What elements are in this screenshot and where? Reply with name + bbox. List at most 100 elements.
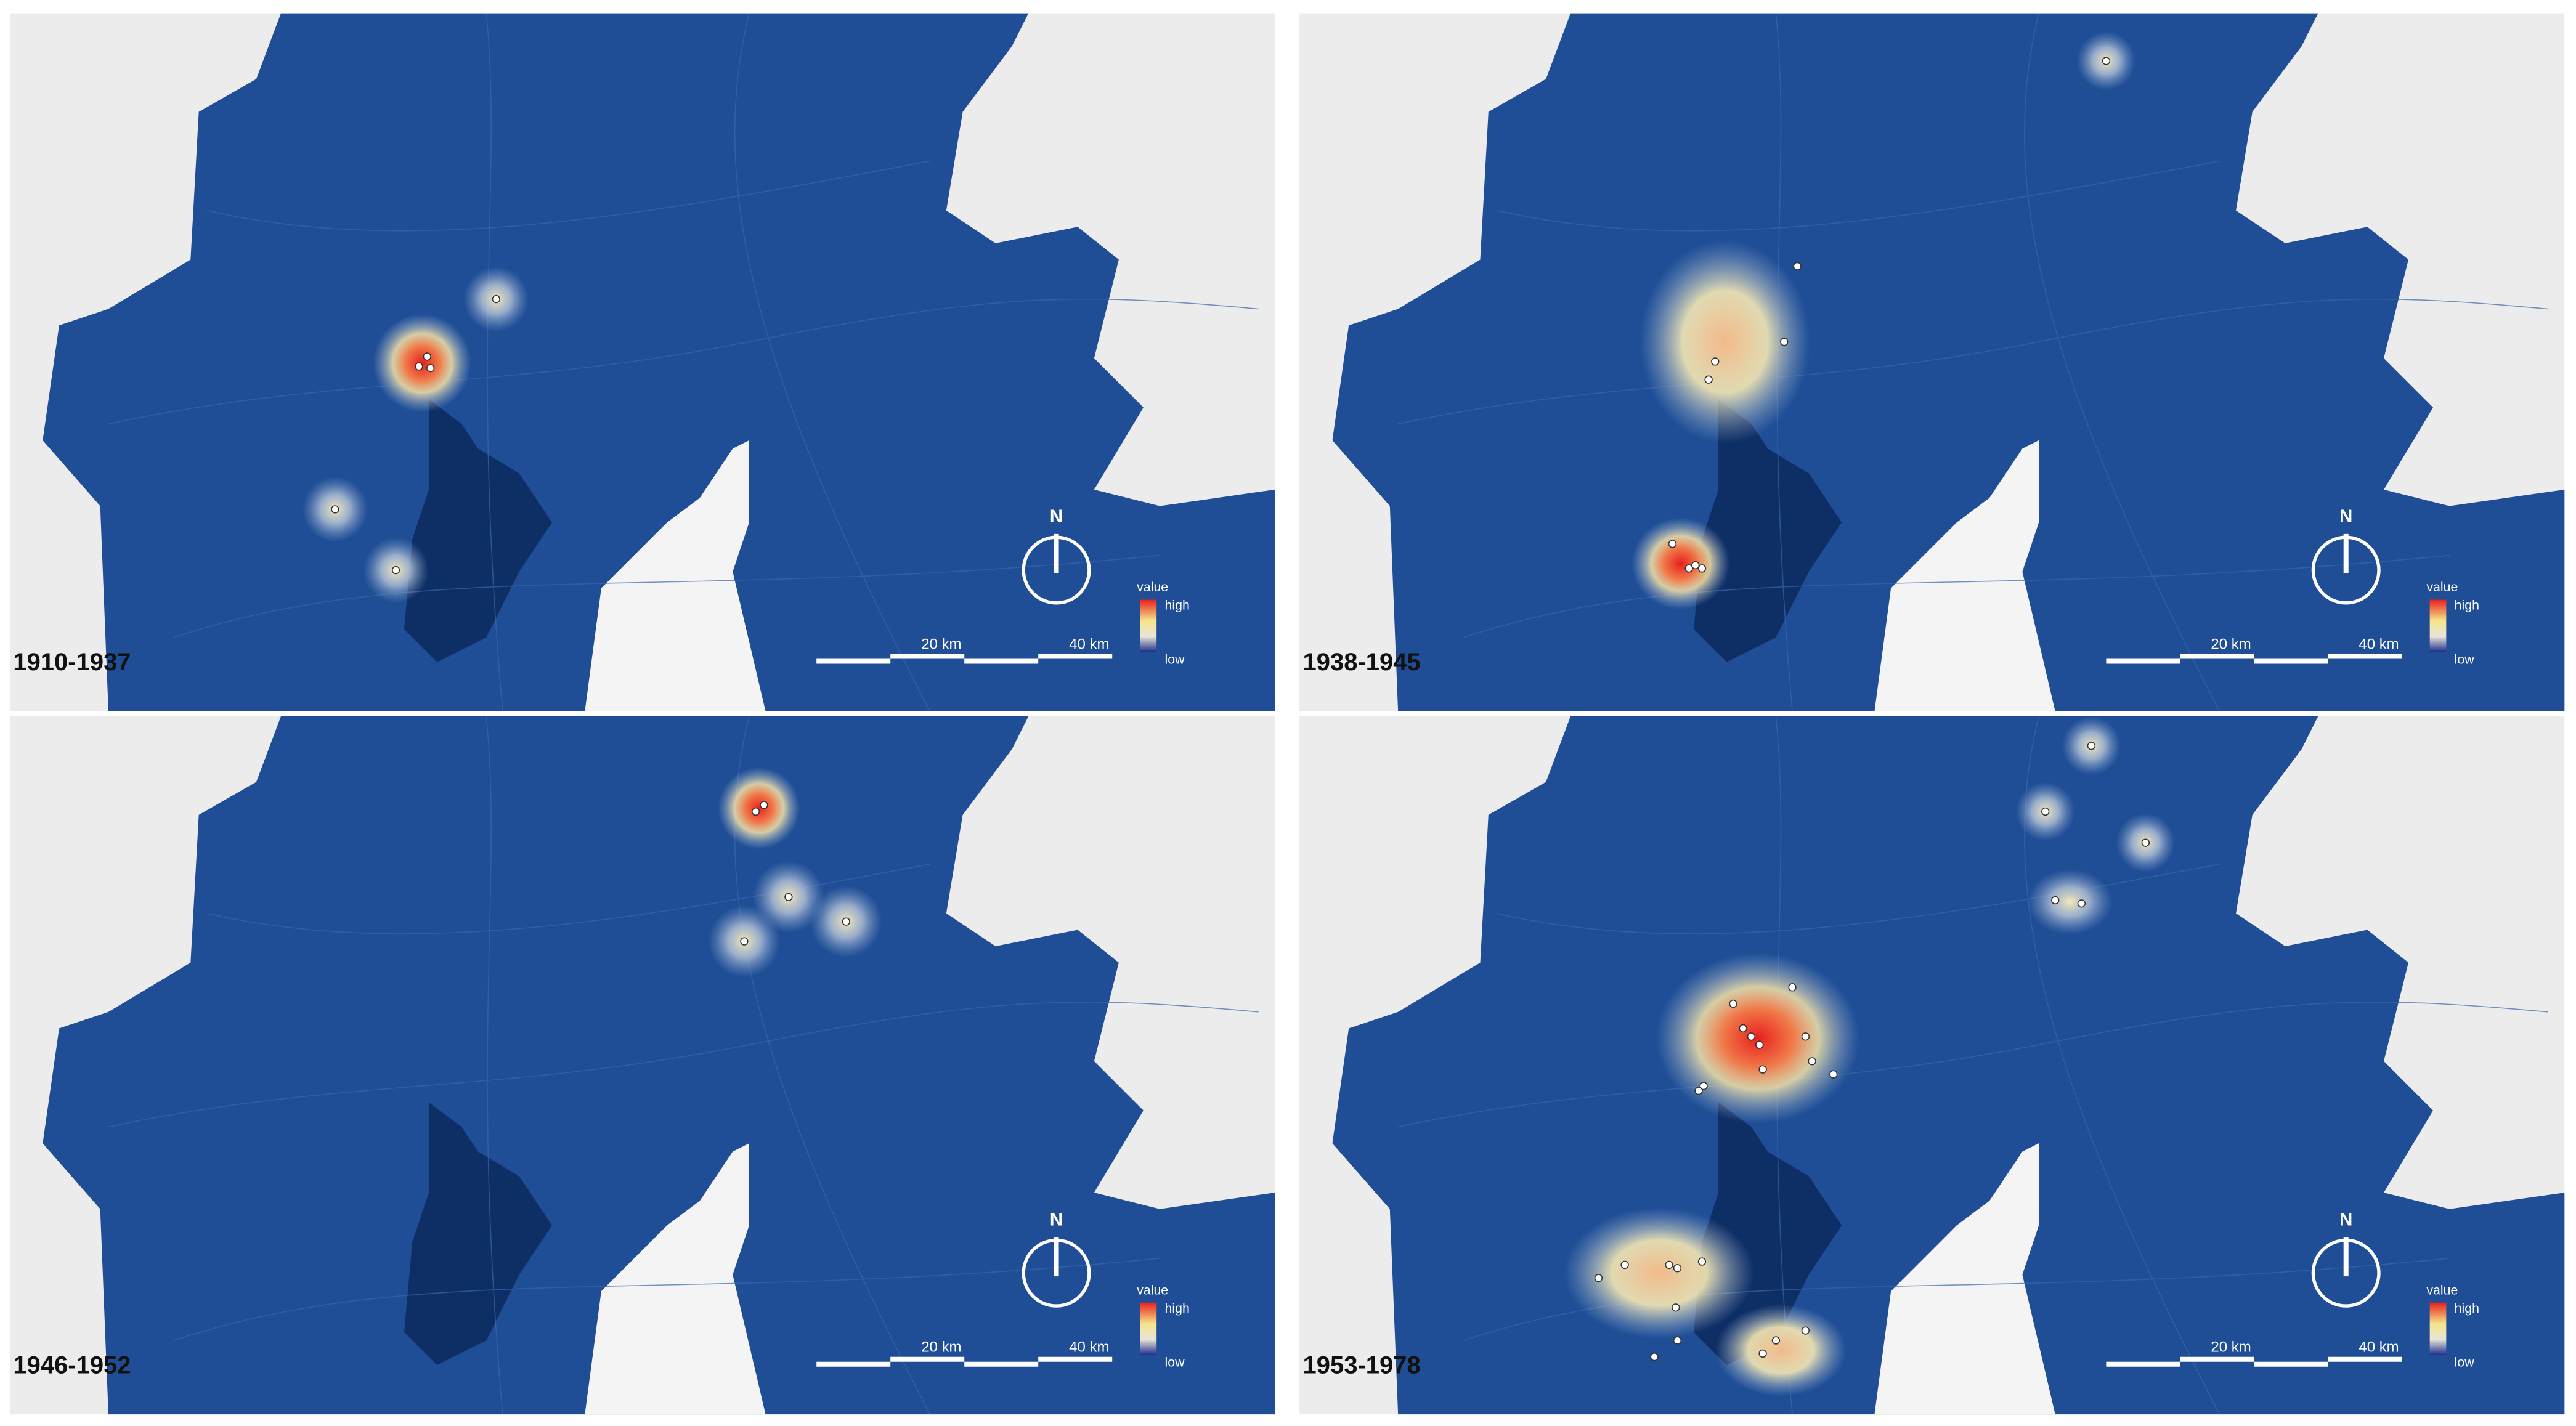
legend-high: high: [1165, 598, 1190, 613]
event-point: [1780, 338, 1789, 346]
event-point: [1729, 999, 1737, 1008]
legend-title: value: [1137, 1282, 1168, 1297]
event-point: [740, 937, 749, 946]
period-label: 1953-1978: [1302, 1351, 1420, 1379]
event-point: [1673, 1336, 1682, 1345]
scale-bar-segment: [964, 658, 1039, 664]
north-label: N: [2339, 506, 2352, 527]
heat-spot: [1715, 1304, 1847, 1396]
scale-bar-segment: [2254, 1361, 2328, 1367]
scale-bar-segment: [2328, 654, 2402, 659]
heat-spot: [373, 314, 472, 413]
legend-high: high: [2455, 1301, 2479, 1316]
event-point: [423, 352, 431, 361]
event-point: [1801, 1326, 1810, 1335]
event-point: [1673, 1264, 1682, 1273]
event-point: [1594, 1274, 1603, 1282]
heat-spot: [1639, 240, 1811, 444]
event-point: [1771, 1336, 1781, 1345]
scale-bar-segment: [2180, 654, 2254, 659]
scale-label: 20 km: [2211, 1339, 2251, 1356]
legend-title: value: [1137, 580, 1168, 594]
event-point: [1801, 1032, 1810, 1041]
legend-low: low: [2455, 652, 2475, 667]
event-point: [426, 363, 435, 373]
scale-bar-segment: [2328, 1356, 2402, 1362]
event-point: [1620, 1260, 1629, 1270]
event-point: [415, 362, 423, 371]
heat-spot: [1631, 517, 1730, 610]
event-point: [760, 801, 768, 809]
scale-bar-segment: [2254, 658, 2328, 664]
legend-title: value: [2426, 1282, 2458, 1297]
event-point: [331, 505, 339, 514]
event-point: [1665, 1260, 1673, 1270]
event-point: [1793, 262, 1802, 270]
heat-spot: [2027, 869, 2113, 935]
event-point: [784, 893, 793, 901]
event-point: [1704, 375, 1713, 384]
event-point: [1747, 1032, 1756, 1041]
event-point: [1691, 561, 1700, 570]
event-point: [1650, 1353, 1659, 1361]
north-label: N: [2339, 1209, 2352, 1230]
base-map: [1299, 716, 2566, 1415]
event-point: [2041, 807, 2050, 816]
heat-spot: [1656, 952, 1860, 1124]
scale-label: 40 km: [2359, 636, 2399, 653]
scale-bar-segment: [1038, 654, 1113, 659]
north-label: N: [1050, 1209, 1063, 1230]
event-point: [1694, 1087, 1703, 1095]
event-point: [1697, 1257, 1707, 1266]
legend-bar: [1140, 1302, 1157, 1356]
event-point: [1699, 1082, 1708, 1090]
period-label: 1910-1937: [13, 649, 131, 676]
event-point: [1739, 1024, 1747, 1033]
north-arrow-needle: [2343, 533, 2349, 573]
scale-label: 40 km: [2359, 1339, 2399, 1356]
legend-high: high: [2455, 598, 2479, 613]
event-point: [2077, 899, 2086, 908]
event-point: [2102, 57, 2111, 65]
legend-low: low: [1165, 652, 1185, 667]
event-point: [2141, 838, 2150, 847]
scale-bar-segment: [890, 1356, 965, 1362]
event-point: [391, 565, 400, 575]
event-point: [2051, 896, 2060, 905]
legend-bar: [2429, 599, 2447, 652]
scale-label: 20 km: [921, 1339, 961, 1356]
legend-low: low: [1165, 1355, 1185, 1370]
legend-bar: [2429, 1302, 2447, 1356]
legend-high: high: [1165, 1301, 1190, 1316]
scale-bar-segment: [816, 1361, 891, 1367]
scale-bar-segment: [2106, 658, 2180, 664]
event-point: [1672, 1303, 1680, 1312]
event-point: [492, 294, 500, 304]
event-point: [1808, 1057, 1816, 1066]
heat-spot: [718, 767, 800, 849]
event-point: [1711, 357, 1720, 366]
scale-bar-segment: [2106, 1361, 2180, 1367]
legend-bar: [1140, 599, 1157, 652]
scale-bar-segment: [1038, 1356, 1113, 1362]
base-map: [1299, 12, 2566, 712]
scale-bar-segment: [2180, 1356, 2254, 1362]
scale-label: 40 km: [1069, 636, 1109, 653]
base-map: [9, 716, 1275, 1415]
legend-low: low: [2455, 1355, 2475, 1370]
event-point: [1697, 564, 1707, 573]
north-arrow-needle: [1054, 1237, 1059, 1277]
event-point: [1755, 1040, 1764, 1049]
scale-label: 20 km: [921, 636, 961, 653]
north-arrow-needle: [1054, 533, 1059, 573]
scale-bar-segment: [964, 1361, 1039, 1367]
north-label: N: [1050, 506, 1063, 527]
base-map: [9, 12, 1275, 712]
scale-label: 20 km: [2211, 636, 2251, 653]
